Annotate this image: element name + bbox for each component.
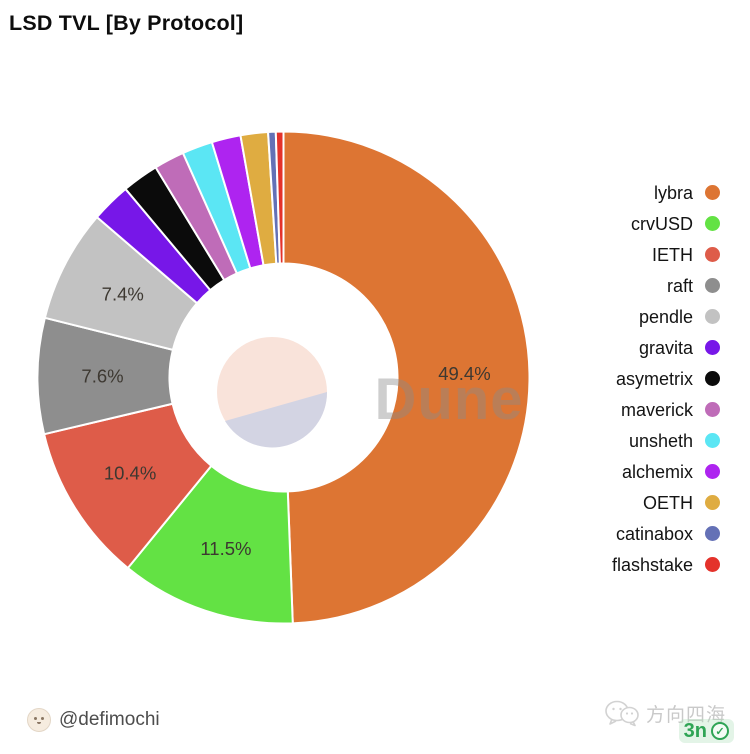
donut-slices <box>36 130 531 625</box>
dune-watermark-text: Dune <box>375 367 524 432</box>
legend-swatch-icon <box>705 309 720 324</box>
legend-label: pendle <box>638 306 693 327</box>
legend-item-maverick[interactable]: maverick <box>612 394 720 425</box>
legend-label: catinabox <box>615 523 693 544</box>
footer-handle: @defimochi <box>59 709 160 730</box>
legend-swatch-icon <box>705 464 720 479</box>
legend-label: unsheth <box>628 430 693 451</box>
slice-label-IETH: 10.4% <box>104 463 156 484</box>
legend-label: raft <box>666 275 693 296</box>
wechat-icon <box>605 700 639 727</box>
slice-label-lybra: 49.4% <box>438 363 490 384</box>
dune-logo <box>217 337 328 448</box>
legend-item-catinabox[interactable]: catinabox <box>612 518 720 549</box>
legend-swatch-icon <box>705 371 720 386</box>
legend-swatch-icon <box>705 216 720 231</box>
slice-label-raft: 7.6% <box>81 365 123 386</box>
legend-swatch-icon <box>705 247 720 262</box>
legend: lybra crvUSD IETH raft pendle gravita asymetri… <box>612 177 720 580</box>
slice-label-crvUSD: 11.5% <box>200 538 251 559</box>
legend-label: crvUSD <box>631 213 693 234</box>
avatar <box>27 708 51 732</box>
legend-item-asymetrix[interactable]: asymetrix <box>612 363 720 394</box>
legend-swatch-icon <box>705 433 720 448</box>
wechat-watermark: 方向四海 <box>605 700 726 727</box>
legend-swatch-icon <box>705 526 720 541</box>
legend-item-unsheth[interactable]: unsheth <box>612 425 720 456</box>
legend-item-crvUSD[interactable]: crvUSD <box>612 208 720 239</box>
legend-swatch-icon <box>705 278 720 293</box>
legend-item-pendle[interactable]: pendle <box>612 301 720 332</box>
stamp-text: 方向四海 <box>645 705 726 726</box>
footer-attribution: @defimochi <box>27 708 160 732</box>
legend-swatch-icon <box>705 402 720 417</box>
legend-item-lybra[interactable]: lybra <box>612 177 720 208</box>
pie-slice-lybra[interactable] <box>282 130 531 625</box>
legend-swatch-icon <box>705 340 720 355</box>
legend-label: OETH <box>642 492 693 513</box>
legend-item-gravita[interactable]: gravita <box>612 332 720 363</box>
slice-label-pendle: 7.4% <box>102 283 144 304</box>
legend-swatch-icon <box>705 557 720 572</box>
dune-logo-bottom <box>225 392 328 448</box>
legend-label: asymetrix <box>615 368 693 389</box>
legend-item-IETH[interactable]: IETH <box>612 239 720 270</box>
legend-label: IETH <box>651 244 693 265</box>
legend-label: lybra <box>653 182 693 203</box>
badge-check-icon: ✓ <box>711 722 729 740</box>
legend-label: alchemix <box>621 461 693 482</box>
legend-item-flashstake[interactable]: flashstake <box>612 549 720 580</box>
pie-slice-flashstake[interactable] <box>274 130 285 265</box>
legend-label: gravita <box>638 337 693 358</box>
legend-label: maverick <box>620 399 693 420</box>
page-title: LSD TVL [By Protocol] <box>9 11 244 35</box>
legend-item-alchemix[interactable]: alchemix <box>612 456 720 487</box>
legend-swatch-icon <box>705 185 720 200</box>
verification-badge: 3n ✓ <box>678 719 734 743</box>
slice-labels: 49.4% 11.5% 10.4% 7.6% 7.4% <box>81 283 490 559</box>
legend-label: flashstake <box>611 554 693 575</box>
badge-text: 3n <box>683 720 707 742</box>
legend-swatch-icon <box>705 495 720 510</box>
legend-item-raft[interactable]: raft <box>612 270 720 301</box>
legend-item-OETH[interactable]: OETH <box>612 487 720 518</box>
